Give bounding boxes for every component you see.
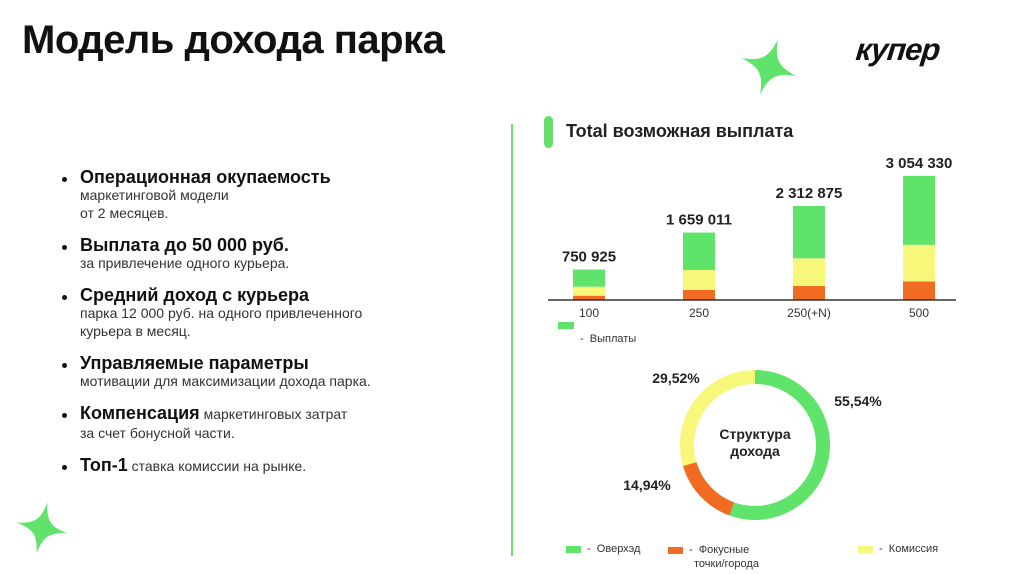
bullet-text: за счет бонусной части.: [80, 425, 235, 441]
bullet-heading: Топ-1: [80, 455, 128, 475]
legend-label-payouts: Выплаты: [589, 333, 637, 345]
donut-percent-label: 55,54%: [834, 393, 882, 409]
legend-swatch-payouts: [558, 322, 574, 329]
bar-segment: [683, 289, 715, 300]
bullet-text: курьера в месяц.: [80, 323, 191, 339]
bar-segment: [793, 205, 825, 259]
bullet-text: маркетинговых затрат: [199, 406, 348, 422]
x-tick-label: 250: [689, 306, 709, 320]
bullet-text: от 2 месяцев.: [80, 205, 169, 221]
bar-segment: [683, 232, 715, 271]
legend-dash: -: [587, 543, 591, 555]
bullet-text: мотивации для максимизации дохода парка.: [80, 373, 371, 389]
bar-segment: [903, 244, 935, 282]
legend-label-overhead: Оверхэд: [596, 543, 641, 555]
legend-swatch-overhead: [566, 545, 581, 553]
legend-label-focus-2: точки/города: [694, 558, 759, 570]
sparkle-star-icon: [16, 502, 68, 554]
page-title: Модель дохода парка: [22, 18, 445, 62]
bullet-item: Выплата до 50 000 руб. за привлечение од…: [60, 236, 480, 272]
legend-swatch-focus: [668, 546, 683, 554]
donut-percent-label: 29,52%: [652, 370, 700, 386]
legend-label-focus: Фокусные: [698, 544, 750, 556]
vertical-divider: [511, 124, 513, 556]
bar-chart-title: Total возможная выплата: [566, 121, 794, 141]
bullet-text: ставка комиссии на рынке.: [127, 458, 307, 474]
bullet-item: Операционная окупаемость маркетинговой м…: [60, 168, 480, 222]
bar-segment: [793, 258, 825, 287]
legend-dash: -: [580, 333, 584, 345]
legend-label-commission: Комиссия: [888, 543, 939, 555]
bullet-heading: Компенсация: [80, 403, 200, 423]
bar-value-label: 750 925: [562, 248, 616, 265]
bullet-item: Компенсация маркетинговых затрат за счет…: [60, 404, 480, 442]
sparkle-star-icon: [741, 39, 797, 95]
donut-center-label: дохода: [730, 443, 780, 459]
bullet-text: за привлечение одного курьера.: [80, 255, 290, 271]
donut-slice: [683, 461, 735, 516]
legend-dash: -: [879, 543, 883, 555]
bullet-heading: Операционная окупаемость: [80, 167, 331, 187]
bar-segment: [903, 281, 935, 300]
bar-segment: [683, 270, 715, 290]
bar-segment: [573, 269, 605, 287]
bullet-text: парка 12 000 руб. на одного привлеченног…: [80, 305, 363, 321]
bullet-heading: Управляемые параметры: [80, 353, 309, 373]
legend-swatch-commission: [858, 545, 873, 553]
kuper-logo: купер: [854, 32, 942, 67]
bar-legend: - Выплаты: [558, 322, 636, 345]
legend-dash: -: [689, 544, 693, 556]
bar-value-label: 3 054 330: [886, 155, 953, 172]
donut-legend-commission: - Комиссия: [858, 543, 938, 555]
bullet-item: Средний доход с курьера парка 12 000 руб…: [60, 286, 480, 340]
bar-value-label: 2 312 875: [776, 185, 843, 202]
bullet-heading: Выплата до 50 000 руб.: [80, 235, 289, 255]
bar-segment: [573, 295, 605, 300]
donut-legend-overhead: - Оверхэд: [566, 543, 640, 555]
x-tick-label: 500: [909, 306, 929, 320]
donut-slice: [680, 370, 756, 467]
bar-segment: [903, 175, 935, 245]
bar-segment: [573, 286, 605, 296]
donut-slice: [729, 370, 830, 520]
feature-list: Операционная окупаемость маркетинговой м…: [60, 168, 480, 490]
bullet-text: маркетинговой модели: [80, 187, 229, 203]
donut-percent-label: 14,94%: [623, 477, 671, 493]
bullet-heading: Средний доход с курьера: [80, 285, 310, 305]
donut-legend-focus: - Фокусные точки/города: [668, 543, 759, 571]
bullet-item: Управляемые параметры мотивации для макс…: [60, 354, 480, 390]
bar-value-label: 1 659 011: [666, 212, 732, 229]
chart-title-marker: [544, 116, 553, 148]
bullet-item: Топ-1 ставка комиссии на рынке.: [60, 456, 480, 476]
bar-chart: 750 925 100 1 659 011 250 2 312 875 250(+N) 3 …: [548, 155, 956, 320]
bar-segment: [793, 286, 825, 300]
donut-center-label: Структура: [719, 426, 790, 442]
x-tick-label: 250(+N): [787, 306, 831, 320]
x-tick-label: 100: [579, 306, 599, 320]
